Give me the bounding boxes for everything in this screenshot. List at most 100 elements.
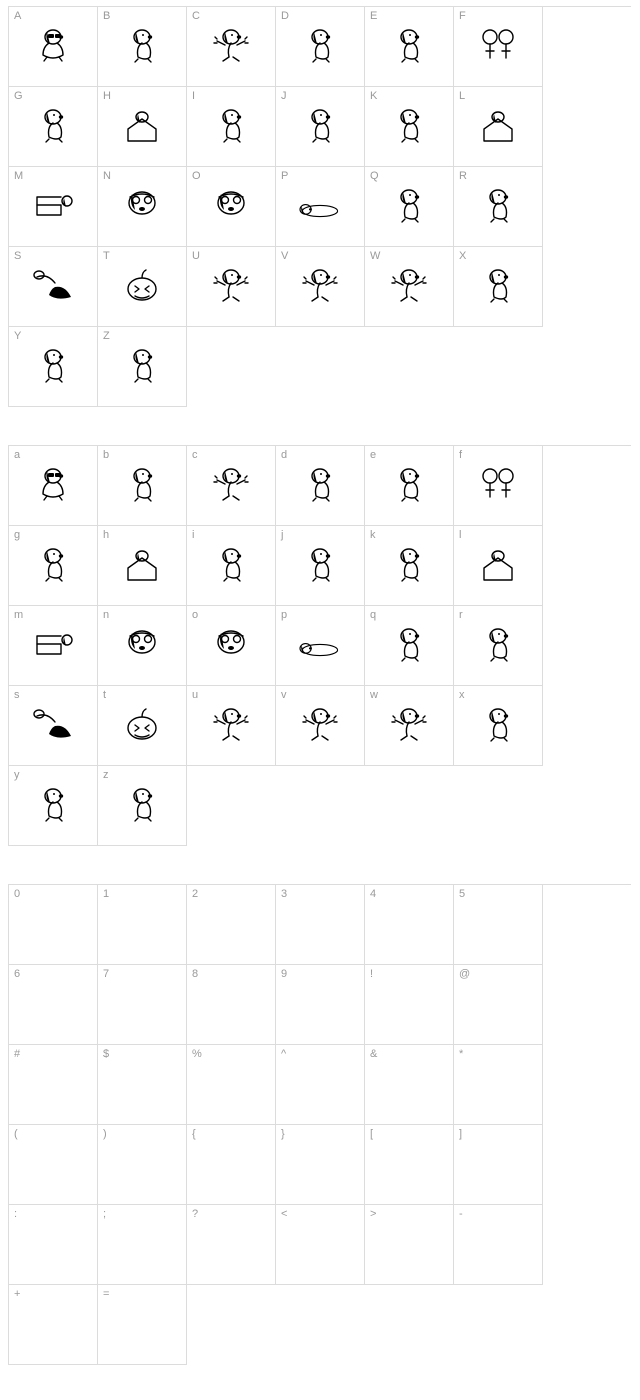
charmap-cell[interactable]: B [98,7,187,87]
charmap-cell[interactable]: < [276,1205,365,1285]
charmap-cell[interactable]: % [187,1045,276,1125]
charmap-cell[interactable]: t [98,686,187,766]
charmap-cell[interactable]: 3 [276,885,365,965]
charmap-cell[interactable]: Q [365,167,454,247]
charmap-cell[interactable]: z [98,766,187,846]
cell-label: * [459,1048,463,1060]
charmap-cell[interactable]: 5 [454,885,543,965]
charmap-cell[interactable]: M [9,167,98,247]
charmap-cell[interactable]: @ [454,965,543,1045]
charmap-cell[interactable]: h [98,526,187,606]
charmap-cell[interactable]: C [187,7,276,87]
charmap-cell[interactable]: c [187,446,276,526]
charmap-cell[interactable]: n [98,606,187,686]
charmap-cell[interactable]: ! [365,965,454,1045]
charmap-cell[interactable]: # [9,1045,98,1125]
charmap-cell[interactable]: H [98,87,187,167]
cell-label: 8 [192,968,198,980]
charmap-cell[interactable]: D [276,7,365,87]
charmap-cell[interactable]: A [9,7,98,87]
charmap-cell[interactable]: ? [187,1205,276,1285]
charmap-cell[interactable]: Z [98,327,187,407]
cell-label: = [103,1288,109,1300]
charmap-cell[interactable]: K [365,87,454,167]
charmap-cell[interactable]: ( [9,1125,98,1205]
charmap-cell[interactable]: ] [454,1125,543,1205]
snoopy-flying-ace-profile-icon [98,181,186,246]
charmap-cell[interactable]: l [454,526,543,606]
snoopy-skateboard-icon [98,341,186,406]
charmap-section-uppercase: A B C D E F G [8,6,632,407]
snoopy-happy-dance-icon [365,261,453,326]
charmap-cell[interactable]: { [187,1125,276,1205]
charmap-cell[interactable]: V [276,247,365,327]
cell-label: [ [370,1128,373,1140]
charmap-cell[interactable]: s [9,686,98,766]
charmap-cell[interactable]: b [98,446,187,526]
charmap-cell[interactable]: W [365,247,454,327]
charmap-cell[interactable]: J [276,87,365,167]
charmap-cell[interactable]: = [98,1285,187,1365]
charmap-cell[interactable]: 4 [365,885,454,965]
charmap-cell[interactable]: 9 [276,965,365,1045]
charmap-cell[interactable]: o [187,606,276,686]
snoopy-sunglasses-sitting-icon [9,460,97,525]
charmap-cell[interactable]: S [9,247,98,327]
charmap-cell[interactable]: G [9,87,98,167]
charmap-cell[interactable]: u [187,686,276,766]
charmap-cell[interactable]: ^ [276,1045,365,1125]
charmap-cell[interactable]: > [365,1205,454,1285]
charmap-cell[interactable]: I [187,87,276,167]
charmap-cell[interactable]: m [9,606,98,686]
charmap-cell[interactable]: i [187,526,276,606]
charmap-cell[interactable]: g [9,526,98,606]
charmap-cell[interactable]: p [276,606,365,686]
charmap-cell[interactable]: k [365,526,454,606]
charmap-cell[interactable]: 8 [187,965,276,1045]
charmap-cell[interactable]: P [276,167,365,247]
snoopy-mailbox-icon [276,101,364,166]
charmap-cell[interactable]: j [276,526,365,606]
charmap-cell[interactable]: x [454,686,543,766]
charmap-cell[interactable]: [ [365,1125,454,1205]
cell-label: 7 [103,968,109,980]
charmap-cell[interactable]: 1 [98,885,187,965]
charmap-cell[interactable]: w [365,686,454,766]
charmap-grid-uppercase: A B C D E F G [8,6,631,407]
charmap-cell[interactable]: F [454,7,543,87]
charmap-cell[interactable]: X [454,247,543,327]
charmap-cell[interactable]: - [454,1205,543,1285]
charmap-cell[interactable]: 2 [187,885,276,965]
charmap-cell[interactable]: } [276,1125,365,1205]
charmap-cell[interactable]: r [454,606,543,686]
charmap-cell[interactable]: ; [98,1205,187,1285]
charmap-cell[interactable]: a [9,446,98,526]
charmap-cell[interactable]: : [9,1205,98,1285]
charmap-cell[interactable]: ) [98,1125,187,1205]
cell-label: % [192,1048,202,1060]
charmap-cell[interactable]: 7 [98,965,187,1045]
charmap-cell[interactable]: y [9,766,98,846]
charmap-cell[interactable]: $ [98,1045,187,1125]
charmap-cell[interactable]: q [365,606,454,686]
snoopy-scout-icon [98,460,186,525]
charmap-cell[interactable]: & [365,1045,454,1125]
charmap-cell[interactable]: Y [9,327,98,407]
charmap-cell[interactable]: 6 [9,965,98,1045]
charmap-cell[interactable]: E [365,7,454,87]
charmap-cell[interactable]: * [454,1045,543,1125]
charmap-cell[interactable]: f [454,446,543,526]
charmap-cell[interactable]: R [454,167,543,247]
charmap-cell[interactable]: O [187,167,276,247]
charmap-cell[interactable]: U [187,247,276,327]
charmap-cell[interactable]: + [9,1285,98,1365]
charmap-cell[interactable]: L [454,87,543,167]
charmap-cell[interactable]: v [276,686,365,766]
charmap-cell[interactable]: d [276,446,365,526]
schroeder-piano-snoopy-icon [9,620,97,685]
charmap-cell[interactable]: N [98,167,187,247]
cell-label: ( [14,1128,18,1140]
charmap-cell[interactable]: e [365,446,454,526]
charmap-cell[interactable]: T [98,247,187,327]
charmap-cell[interactable]: 0 [9,885,98,965]
